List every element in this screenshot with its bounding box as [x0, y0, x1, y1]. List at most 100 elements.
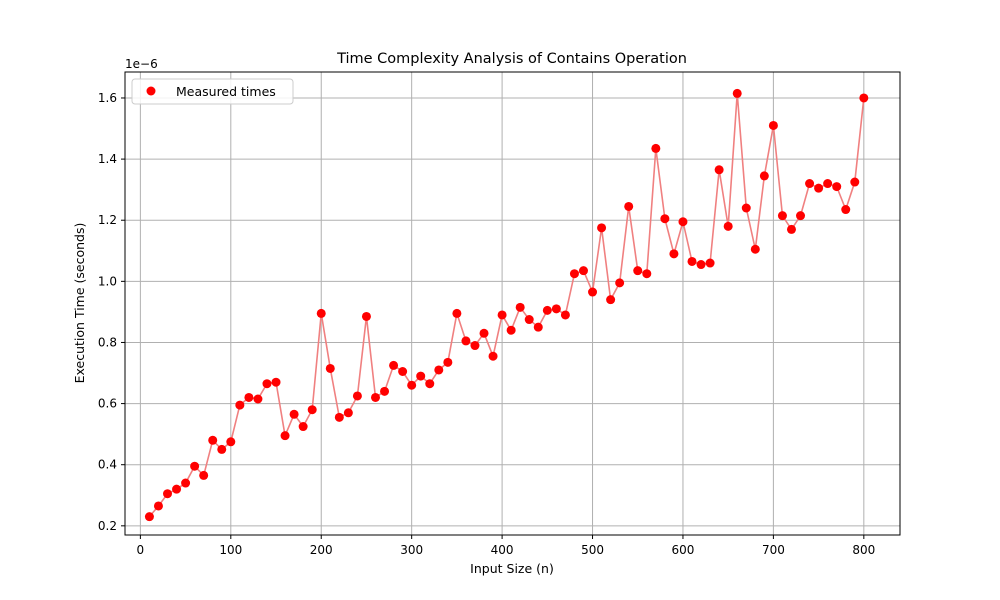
data-point	[298, 422, 308, 432]
data-point	[560, 310, 570, 320]
data-point	[624, 201, 634, 211]
data-point	[370, 392, 380, 402]
data-point	[524, 315, 534, 325]
data-point	[651, 143, 661, 153]
x-tick-label: 600	[672, 543, 695, 557]
data-point	[262, 379, 272, 389]
data-point	[172, 484, 182, 494]
data-point	[244, 392, 254, 402]
data-point	[606, 295, 616, 305]
y-axis-ticks: 0.2 0.4 0.6 0.8 1.0 1.2 1.4 1.6	[98, 91, 125, 533]
data-point	[307, 405, 317, 415]
data-point	[506, 325, 516, 335]
legend-label: Measured times	[176, 84, 276, 99]
data-point	[741, 203, 751, 213]
x-tick-label: 0	[137, 543, 145, 557]
data-point	[805, 179, 815, 189]
data-point	[488, 351, 498, 361]
data-point	[678, 217, 688, 227]
y-tick-label: 1.2	[98, 213, 117, 227]
legend: Measured times	[131, 78, 294, 105]
data-point	[732, 88, 742, 98]
data-point	[289, 409, 299, 419]
x-tick-label: 100	[219, 543, 242, 557]
data-point	[443, 357, 453, 367]
data-point	[633, 266, 643, 276]
data-point	[786, 224, 796, 234]
series-line-group	[148, 93, 865, 518]
data-point	[217, 444, 227, 454]
data-point	[759, 171, 769, 181]
x-tick-label: 800	[852, 543, 875, 557]
data-point	[859, 93, 869, 103]
gridlines	[125, 72, 900, 535]
data-point	[497, 310, 507, 320]
data-point	[226, 437, 236, 447]
data-point	[841, 205, 851, 215]
data-markers	[144, 88, 869, 522]
data-point	[389, 360, 399, 370]
data-point	[398, 366, 408, 376]
data-point	[714, 165, 724, 175]
data-point	[325, 363, 335, 373]
data-point	[452, 308, 462, 318]
data-point	[768, 120, 778, 130]
y-axis-label: Execution Time (seconds)	[72, 223, 87, 384]
data-point	[163, 489, 173, 499]
data-point	[235, 400, 245, 410]
y-tick-label: 1.4	[98, 152, 117, 166]
data-point	[515, 302, 525, 312]
data-point	[181, 478, 191, 488]
data-point	[642, 269, 652, 279]
data-point	[470, 341, 480, 351]
series-line	[148, 93, 865, 518]
data-point	[696, 260, 706, 270]
x-tick-label: 400	[491, 543, 514, 557]
data-point	[190, 461, 200, 471]
x-tick-label: 500	[581, 543, 604, 557]
y-tick-label: 0.2	[98, 519, 117, 533]
data-point	[814, 183, 824, 193]
data-point	[551, 304, 561, 314]
y-tick-label: 1.6	[98, 91, 117, 105]
data-point	[380, 386, 390, 396]
data-point	[832, 182, 842, 192]
data-point	[850, 177, 860, 187]
data-point	[461, 336, 471, 346]
data-point	[208, 435, 218, 445]
x-tick-label: 700	[762, 543, 785, 557]
data-point	[687, 256, 697, 266]
y-tick-label: 0.4	[98, 458, 117, 472]
y-tick-label: 0.6	[98, 397, 117, 411]
data-point	[569, 269, 579, 279]
data-point	[153, 501, 163, 511]
data-point	[578, 266, 588, 276]
data-point	[361, 311, 371, 321]
x-axis-label: Input Size (n)	[470, 561, 554, 576]
data-point	[597, 223, 607, 233]
data-point	[271, 377, 281, 387]
data-point	[425, 379, 435, 389]
legend-box	[131, 78, 294, 105]
data-point	[334, 412, 344, 422]
data-point	[705, 258, 715, 268]
plot-frame	[124, 71, 901, 536]
data-point	[723, 221, 733, 231]
data-point	[479, 328, 489, 338]
y-offset-label: 1e−6	[125, 57, 158, 71]
data-point	[542, 305, 552, 315]
data-point	[253, 394, 263, 404]
x-tick-label: 200	[310, 543, 333, 557]
chart-title: Time Complexity Analysis of Contains Ope…	[336, 51, 687, 67]
data-point	[823, 179, 833, 189]
y-tick-label: 1.0	[98, 274, 117, 288]
data-point	[144, 512, 154, 522]
data-point	[796, 211, 806, 221]
data-point	[588, 287, 598, 297]
legend-marker	[146, 86, 156, 96]
data-point	[777, 211, 787, 221]
data-point	[343, 408, 353, 418]
data-point	[407, 380, 417, 390]
data-point	[352, 391, 362, 401]
